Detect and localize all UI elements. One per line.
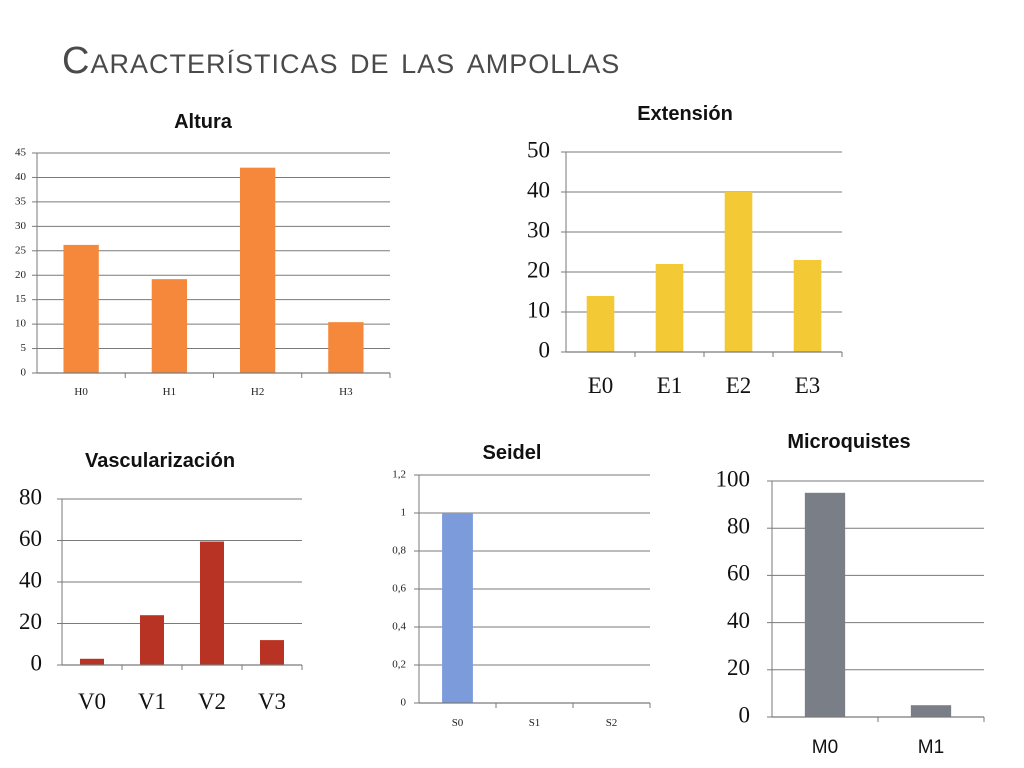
- bar-m1: [910, 705, 952, 717]
- x-tick-label: M0: [812, 737, 838, 758]
- x-tick-label: V0: [78, 689, 106, 714]
- y-tick-label: 60: [19, 526, 42, 551]
- x-tick-label: H2: [251, 386, 264, 398]
- bar-v2: [200, 541, 224, 665]
- y-tick-label: 0,8: [392, 545, 406, 557]
- y-tick-label: 40: [727, 608, 750, 633]
- y-tick-label: 0,4: [392, 621, 406, 633]
- y-tick-label: 80: [727, 513, 750, 538]
- y-tick-label: 50: [527, 137, 550, 162]
- y-tick-label: 0: [401, 697, 407, 709]
- bar-h0: [63, 244, 99, 373]
- bar-m0: [804, 492, 846, 717]
- y-tick-label: 80: [19, 484, 42, 509]
- bar-h2: [239, 167, 276, 373]
- bar-v0: [80, 658, 104, 665]
- y-tick-label: 35: [15, 195, 27, 207]
- chart-title: Altura: [174, 111, 233, 133]
- bar-v3: [260, 640, 284, 665]
- y-tick-label: 0: [21, 367, 27, 379]
- x-tick-label: E3: [795, 373, 821, 398]
- slide-title: Características de las ampollas: [62, 40, 621, 82]
- x-tick-label: V2: [198, 689, 226, 714]
- y-tick-label: 25: [15, 244, 27, 256]
- y-tick-label: 15: [15, 293, 27, 305]
- y-tick-label: 60: [727, 561, 750, 586]
- y-tick-label: 20: [15, 269, 27, 281]
- y-tick-label: 1: [401, 507, 407, 519]
- bar-h1: [151, 279, 188, 373]
- y-tick-label: 1,2: [392, 469, 406, 481]
- y-tick-label: 0,2: [392, 659, 406, 671]
- y-tick-label: 30: [527, 217, 550, 242]
- bar-e3: [793, 260, 822, 352]
- chart-title: Microquistes: [787, 431, 910, 453]
- x-tick-label: S1: [529, 717, 541, 729]
- bar-h3: [328, 322, 364, 373]
- chart-title: Extensión: [637, 103, 733, 125]
- x-tick-label: E2: [726, 373, 752, 398]
- y-tick-label: 5: [21, 342, 27, 354]
- x-tick-label: S0: [452, 717, 464, 729]
- x-tick-label: S2: [606, 717, 618, 729]
- y-tick-label: 40: [527, 177, 550, 202]
- y-tick-label: 20: [527, 257, 550, 282]
- y-tick-label: 20: [19, 609, 42, 634]
- y-tick-label: 0: [739, 702, 751, 727]
- y-tick-label: 45: [15, 147, 27, 159]
- y-tick-label: 10: [527, 297, 550, 322]
- bar-e1: [655, 264, 684, 352]
- y-tick-label: 0: [539, 337, 551, 362]
- x-tick-label: H3: [339, 386, 353, 398]
- y-tick-label: 40: [19, 567, 42, 592]
- y-tick-label: 20: [727, 655, 750, 680]
- x-tick-label: V1: [138, 689, 166, 714]
- x-tick-label: M1: [918, 737, 944, 758]
- y-tick-label: 0,6: [392, 583, 406, 595]
- bar-v1: [140, 615, 164, 665]
- y-tick-label: 30: [15, 220, 27, 232]
- x-tick-label: H1: [163, 386, 176, 398]
- x-tick-label: H0: [74, 386, 88, 398]
- bar-s0: [442, 513, 473, 703]
- y-tick-label: 10: [15, 318, 27, 330]
- y-tick-label: 40: [15, 171, 27, 183]
- y-tick-label: 0: [31, 650, 43, 675]
- chart-title: Seidel: [483, 442, 542, 464]
- x-tick-label: E0: [588, 373, 614, 398]
- y-tick-label: 100: [716, 466, 751, 491]
- bar-e0: [586, 296, 615, 352]
- x-tick-label: V3: [258, 689, 286, 714]
- x-tick-label: E1: [657, 373, 683, 398]
- chart-title: Vascularización: [85, 450, 235, 472]
- bar-e2: [724, 192, 753, 352]
